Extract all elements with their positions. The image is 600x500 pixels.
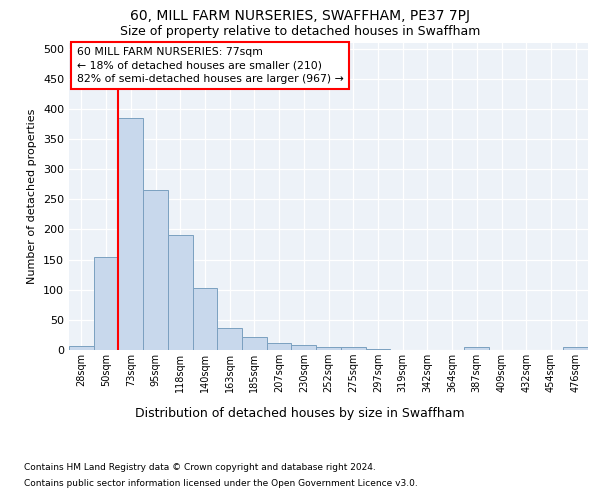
Bar <box>217 328 242 350</box>
Bar <box>341 347 365 350</box>
Bar <box>292 345 316 350</box>
Bar <box>118 118 143 350</box>
Bar <box>168 236 193 350</box>
Bar <box>464 347 489 350</box>
Bar <box>242 338 267 350</box>
Text: 60 MILL FARM NURSERIES: 77sqm
← 18% of detached houses are smaller (210)
82% of : 60 MILL FARM NURSERIES: 77sqm ← 18% of d… <box>77 47 344 84</box>
Bar <box>69 346 94 350</box>
Text: Contains HM Land Registry data © Crown copyright and database right 2024.: Contains HM Land Registry data © Crown c… <box>24 462 376 471</box>
Bar <box>143 190 168 350</box>
Bar <box>365 349 390 350</box>
Bar <box>267 344 292 350</box>
Bar <box>94 256 118 350</box>
Text: 60, MILL FARM NURSERIES, SWAFFHAM, PE37 7PJ: 60, MILL FARM NURSERIES, SWAFFHAM, PE37 … <box>130 9 470 23</box>
Text: Contains public sector information licensed under the Open Government Licence v3: Contains public sector information licen… <box>24 479 418 488</box>
Bar <box>316 347 341 350</box>
Bar <box>193 288 217 350</box>
Y-axis label: Number of detached properties: Number of detached properties <box>28 108 37 284</box>
Text: Distribution of detached houses by size in Swaffham: Distribution of detached houses by size … <box>135 408 465 420</box>
Bar <box>563 347 588 350</box>
Text: Size of property relative to detached houses in Swaffham: Size of property relative to detached ho… <box>120 25 480 38</box>
